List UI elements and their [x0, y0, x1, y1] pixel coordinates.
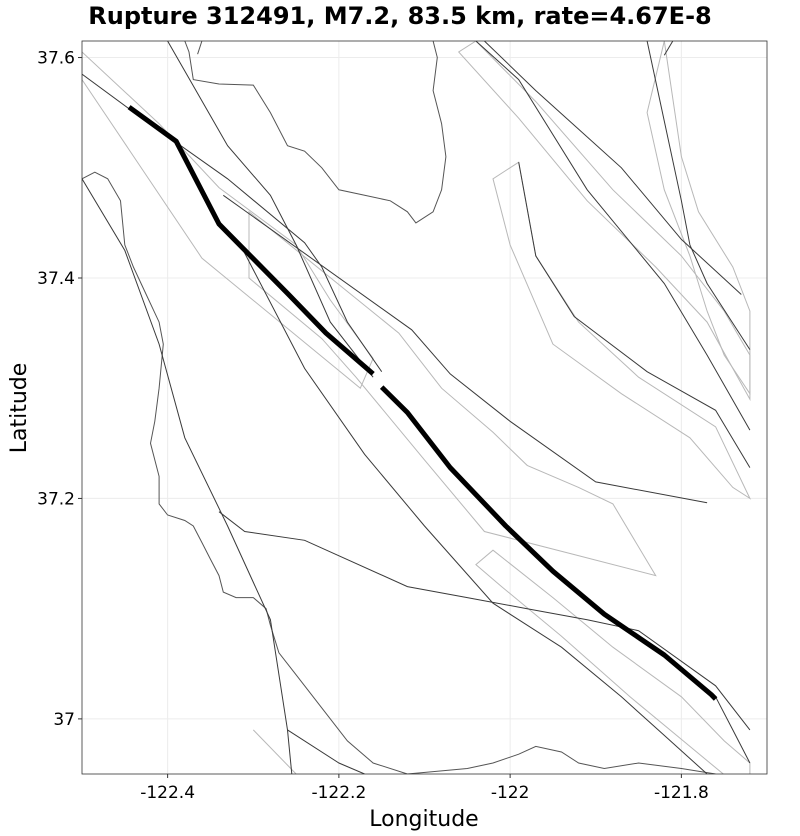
grid-lines: [82, 41, 767, 774]
fault-polygon-4: [646, 41, 751, 396]
fault-polygon-5: [475, 549, 751, 774]
y-tick-label-2: 37.4: [37, 269, 75, 289]
coastline-1: [184, 41, 447, 224]
fault-trace-10: [239, 244, 708, 774]
rupture-trace-north: [127, 105, 375, 376]
x-tick-label-3: -121.8: [654, 783, 709, 803]
fault-trace-2: [223, 194, 708, 504]
fault-polygon-2: [492, 161, 752, 500]
y-axis-label: Latitude: [7, 363, 32, 454]
x-axis-ticks: -122.4 -122.2 -122 -121.8: [140, 774, 709, 803]
fault-trace-11: [287, 729, 365, 774]
coastline-0: [82, 171, 716, 774]
chart-title: Rupture 312491, M7.2, 83.5 km, rate=4.67…: [88, 2, 712, 30]
fault-trace-8: [82, 178, 293, 774]
fault-polygon-0: [82, 51, 374, 390]
fault-trace-6: [646, 41, 751, 350]
x-tick-label-1: -122.2: [311, 783, 366, 803]
fault-polygon-1: [248, 210, 657, 577]
fault-trace-12: [715, 696, 751, 764]
fault-polygon-3: [457, 41, 751, 402]
plot-border: [81, 40, 768, 775]
fault-trace-3: [475, 41, 751, 431]
fault-trace-5: [663, 41, 674, 56]
y-tick-label-0: 37: [53, 710, 75, 730]
fault-trace-1: [167, 41, 374, 378]
fault-trace-7: [518, 162, 751, 468]
fault-polygon-6: [252, 729, 297, 774]
y-tick-label-1: 37.2: [37, 489, 75, 509]
fault-polygon-layer: [82, 41, 752, 774]
fault-trace-layer: [82, 41, 751, 774]
rupture-trace-south: [379, 385, 718, 701]
x-tick-label-2: -122: [491, 783, 530, 803]
x-tick-label-0: -122.4: [140, 783, 195, 803]
coastline-2: [197, 41, 203, 55]
x-axis-label: Longitude: [369, 807, 478, 832]
y-axis-ticks: 37 37.2 37.4 37.6: [37, 49, 82, 730]
coastline-layer: [82, 41, 716, 774]
fault-trace-4: [484, 41, 742, 295]
map-layers: [82, 41, 752, 774]
y-tick-label-3: 37.6: [37, 49, 75, 69]
fault-trace-9: [218, 511, 751, 731]
rupture-layer: [127, 105, 718, 701]
